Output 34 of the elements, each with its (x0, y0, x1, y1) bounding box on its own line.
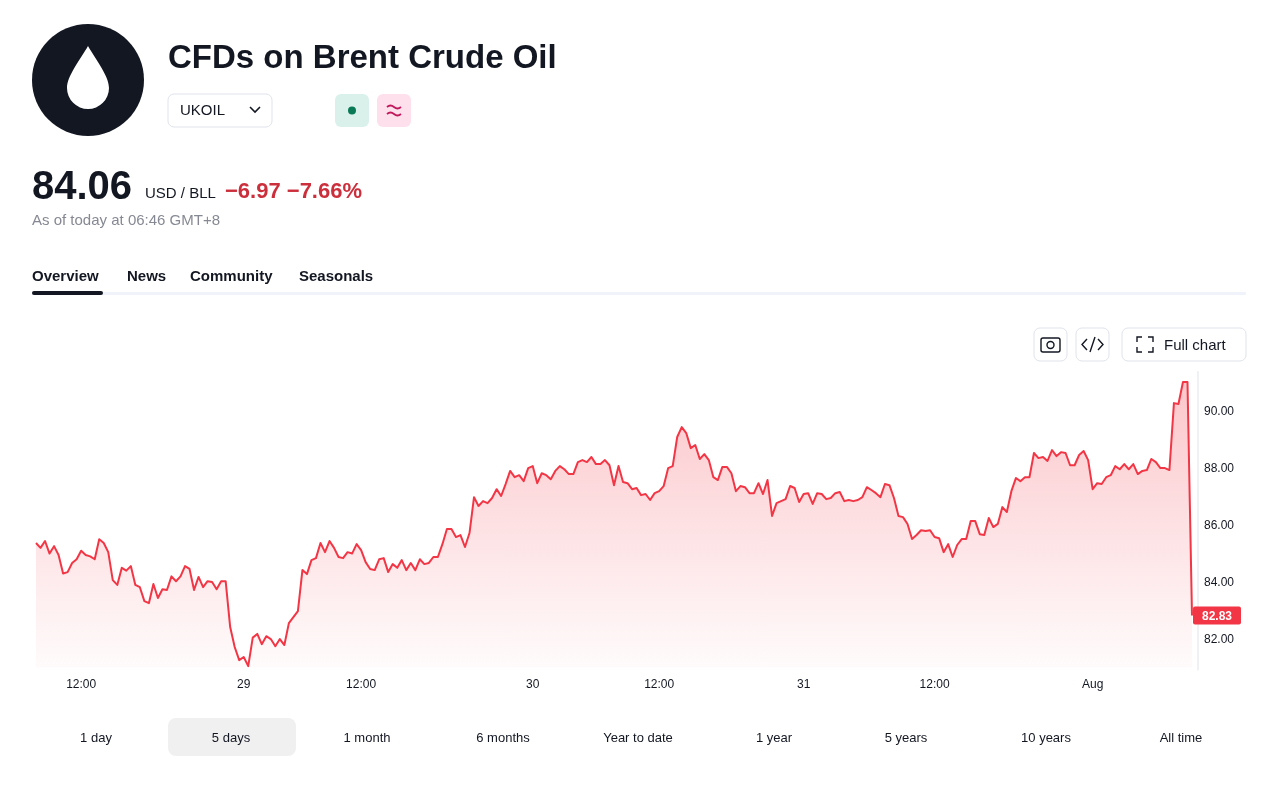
text: Year to date (603, 730, 673, 745)
text: Community (190, 267, 274, 284)
text: 1 month (343, 730, 391, 745)
y-tick-label: 86.00 (1204, 518, 1235, 533)
text: 6 months (476, 730, 531, 745)
text: 84.06 (32, 163, 133, 207)
x-tick-label: 12:00 (919, 677, 950, 691)
text: All time (1159, 730, 1203, 745)
text: USD / BLL (145, 184, 216, 201)
y-tick-label: 82.00 (1204, 632, 1235, 647)
text: UKOIL (180, 101, 226, 118)
chart-title: CFDs on Brent Crude Oil (168, 38, 557, 75)
text: 1 year (755, 730, 793, 745)
text: Full chart (1164, 336, 1227, 353)
text: 1 day (80, 730, 113, 745)
text: 5 years (884, 730, 928, 745)
y-tick-label: 88.00 (1204, 461, 1235, 476)
text: −6.97 −7.66% (225, 178, 363, 203)
text: Seasonals (299, 267, 374, 284)
x-tick-label: 12:00 (644, 677, 675, 691)
text: As of today at 06:46 GMT+8 (32, 211, 221, 228)
text: 82.83 (1201, 608, 1233, 623)
x-tick-label: 30 (526, 677, 540, 691)
y-tick-label: 84.00 (1204, 575, 1235, 590)
x-tick-label: 12:00 (66, 677, 97, 691)
x-tick-label: 31 (796, 677, 811, 691)
text: Overview (32, 267, 100, 284)
x-tick-label: Aug (1081, 677, 1104, 691)
text: 5 days (211, 730, 251, 745)
text: News (127, 267, 167, 284)
x-tick-label: 29 (237, 677, 251, 691)
x-tick-label: 12:00 (346, 677, 377, 691)
y-tick-label: 90.00 (1204, 404, 1235, 419)
text: 10 years (1021, 730, 1072, 745)
